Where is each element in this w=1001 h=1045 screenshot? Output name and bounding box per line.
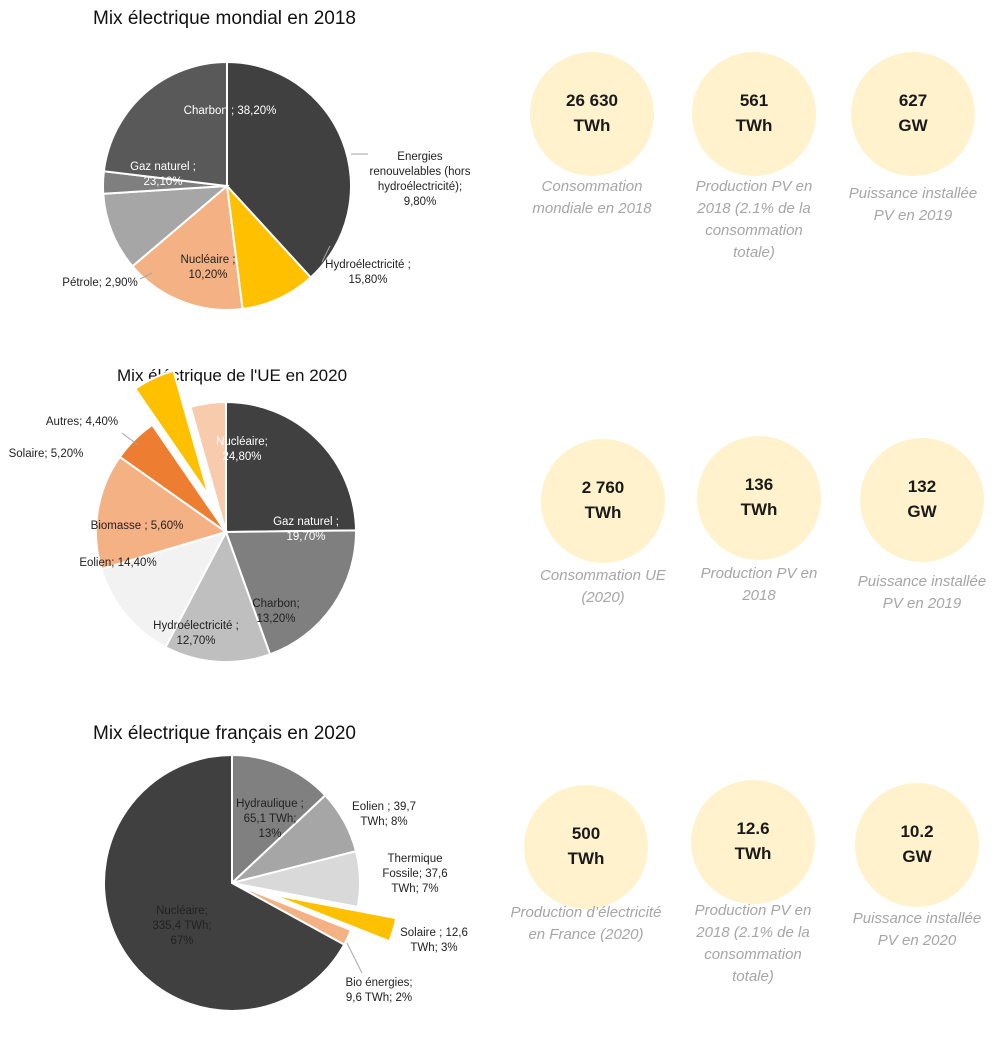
pie-slice	[231, 849, 361, 909]
pie-slice	[118, 423, 227, 533]
stat-france-production: 500 TWh	[524, 785, 648, 909]
stat-value: 561	[739, 91, 769, 111]
slice-label: Solaire; 5,20%	[9, 448, 84, 460]
slice-label: Hydroélectricité ; 12,70%	[153, 620, 239, 647]
slice-label: Nucléaire; 335,4 TWh; 67%	[152, 905, 211, 947]
world-mix-title: Mix électrique mondial en 2018	[93, 8, 356, 29]
slice-label: Eolien; 14,40%	[79, 557, 156, 569]
world-mix-pie: Charbon ; 38,20% Energies renouvelables (h…	[62, 60, 471, 311]
stat-unit: TWh	[740, 500, 778, 519]
stat-unit: GW	[907, 502, 937, 521]
stat-world-consumption: 26 630 TWh	[530, 52, 654, 176]
stat-value: 2 760	[581, 478, 625, 498]
stat-unit: TWh	[567, 849, 605, 868]
stat-eu-consumption: 2 760 TWh	[541, 439, 665, 563]
slice-label: Biomasse ; 5,60%	[91, 520, 184, 532]
stat-caption: Consommation mondiale en 2018	[532, 178, 652, 217]
stat-france-pv-production: 12.6 TWh	[691, 780, 815, 904]
slice-label: Thermique Fossile; 37,6 TWh; 7%	[382, 853, 447, 895]
slice-label: Energies renouvelables (hors hydroélectric…	[369, 151, 470, 208]
stat-caption: Production d’électricité en France (2020)	[510, 904, 662, 943]
stat-caption: Production PV en 2018 (2.1% de la consomm…	[695, 178, 813, 261]
pie-slice	[131, 184, 244, 311]
stat-unit: GW	[902, 847, 932, 866]
pie-slice	[103, 753, 346, 1012]
france-mix-pie: Hydraulique ; 65,1 TWh; 13% Eolien ; 39,7 TW…	[103, 753, 468, 1012]
slice-label: Gaz naturel ; 23,10%	[130, 161, 196, 188]
stat-value: 136	[744, 475, 774, 495]
stat-caption: Production PV en 2018 (2.1% de la consomm…	[694, 902, 812, 985]
stat-value: 627	[898, 91, 928, 111]
stat-value: 500	[571, 824, 601, 844]
leader-line	[346, 942, 363, 974]
slice-label: Hydraulique ; 65,1 TWh; 13%	[236, 798, 304, 840]
stat-world-pv-production: 561 TWh	[692, 52, 816, 176]
leader-line	[321, 245, 331, 263]
slice-label: Solaire ; 12,6 TWh; 3%	[400, 927, 468, 954]
stat-caption: Puissance installée PV en 2019	[848, 185, 978, 224]
slice-label: Gaz naturel ; 19,70%	[273, 516, 339, 543]
pie-slice	[95, 455, 229, 571]
pie-slice	[270, 893, 398, 943]
pie-slice	[226, 60, 352, 279]
slice-label: Charbon ; 38,20%	[184, 105, 277, 117]
stat-caption: Consommation UE (2020)	[540, 567, 666, 606]
slice-label: Hydroélectricité ; 15,80%	[325, 259, 411, 286]
france-mix-title: Mix électrique français en 2020	[93, 723, 356, 744]
stat-unit: TWh	[584, 503, 622, 522]
stat-france-pv-capacity: 10.2 GW	[855, 783, 979, 907]
leader-line	[139, 272, 153, 280]
stat-value: 12.6	[736, 819, 770, 839]
stat-unit: TWh	[734, 844, 772, 863]
stat-caption: Puissance installée PV en 2019	[857, 573, 987, 612]
stat-unit: TWh	[573, 116, 611, 135]
slice-label: Charbon; 13,20%	[252, 598, 299, 625]
stat-unit: GW	[898, 116, 928, 135]
pie-slice	[225, 400, 358, 534]
stat-world-pv-capacity: 627 GW	[851, 52, 975, 176]
pie-slice	[133, 369, 210, 497]
stat-eu-pv-capacity: 132 GW	[860, 438, 984, 562]
stat-unit: TWh	[735, 116, 773, 135]
pie-slice	[164, 529, 272, 663]
slice-label: Nucléaire; 24,80%	[216, 436, 268, 463]
slice-label: Pétrole; 2,90%	[62, 277, 137, 289]
slice-label: Autres; 4,40%	[46, 416, 118, 428]
stat-value: 26 630	[566, 91, 618, 111]
pie-slice	[225, 183, 313, 311]
eu-mix-pie: Nucléaire; 24,80% Gaz naturel ; 19,70% Charb…	[9, 369, 358, 663]
leader-line	[121, 432, 139, 446]
pie-slice	[102, 184, 230, 268]
stat-caption: Puissance installée PV en 2020	[852, 910, 982, 949]
stat-value: 132	[907, 477, 937, 497]
stat-eu-pv-production: 136 TWh	[697, 436, 821, 560]
slice-label: Bio énergies; 9,6 TWh; 2%	[345, 977, 412, 1004]
slice-label: Eolien ; 39,7 TWh; 8%	[352, 801, 416, 828]
slice-label: Nucléaire ; 10,20%	[181, 254, 236, 281]
stat-caption: Production PV en 2018	[700, 565, 818, 604]
pie-slice	[224, 529, 357, 656]
pie-slice	[102, 60, 228, 188]
pie-slice	[189, 400, 227, 533]
pie-slice	[231, 753, 327, 886]
stat-value: 10.2	[900, 822, 934, 842]
